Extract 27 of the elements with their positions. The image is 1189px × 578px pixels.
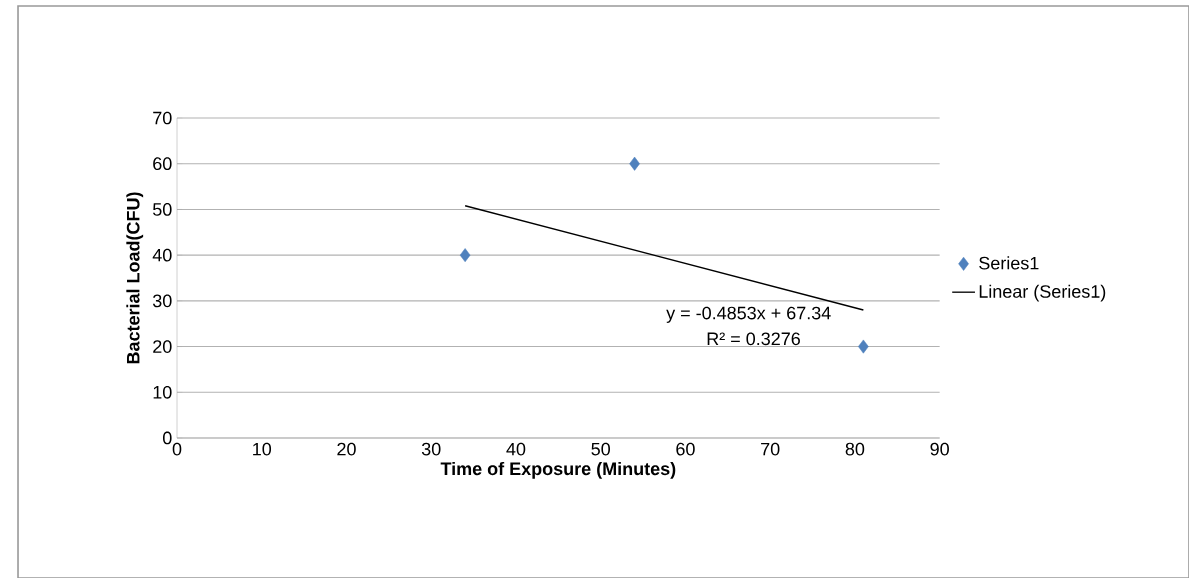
- x-tick-label: 90: [930, 442, 949, 456]
- point: [858, 339, 869, 354]
- x-tick-label: 60: [676, 442, 695, 456]
- y-tick-label: 50: [152, 203, 172, 216]
- point: [629, 156, 640, 171]
- y-tick-label: 30: [152, 294, 172, 308]
- annotation: y = -0.4853x + 67.34: [666, 306, 831, 323]
- annotation: R² = 0.3276: [707, 332, 800, 346]
- y-axis-title: Bacterial Load(CFU): [126, 192, 144, 364]
- x-tick-label: 50: [591, 442, 610, 456]
- y-tick-label: 40: [152, 248, 172, 262]
- y-tick-label: 0: [163, 431, 172, 445]
- x-tick-label: 0: [172, 442, 182, 456]
- y-tick-label: 60: [153, 157, 172, 171]
- y-tick-label: 70: [153, 111, 172, 125]
- y-tick-label: 20: [153, 340, 172, 353]
- x-tick-label: 10: [253, 442, 272, 456]
- y-tick-label: 10: [153, 385, 172, 399]
- point: [459, 248, 471, 263]
- x-tick-label: 40: [506, 442, 526, 456]
- x-tick-label: 70: [761, 442, 780, 456]
- legend-label: Linear (Series1): [979, 284, 1106, 302]
- x-tick-label: 80: [845, 442, 865, 456]
- x-tick-label: 30: [421, 442, 441, 456]
- legend-label: Series1: [979, 256, 1039, 270]
- x-axis-title: Time of Exposure (Minutes): [440, 461, 676, 479]
- x-tick-label: 20: [337, 442, 356, 456]
